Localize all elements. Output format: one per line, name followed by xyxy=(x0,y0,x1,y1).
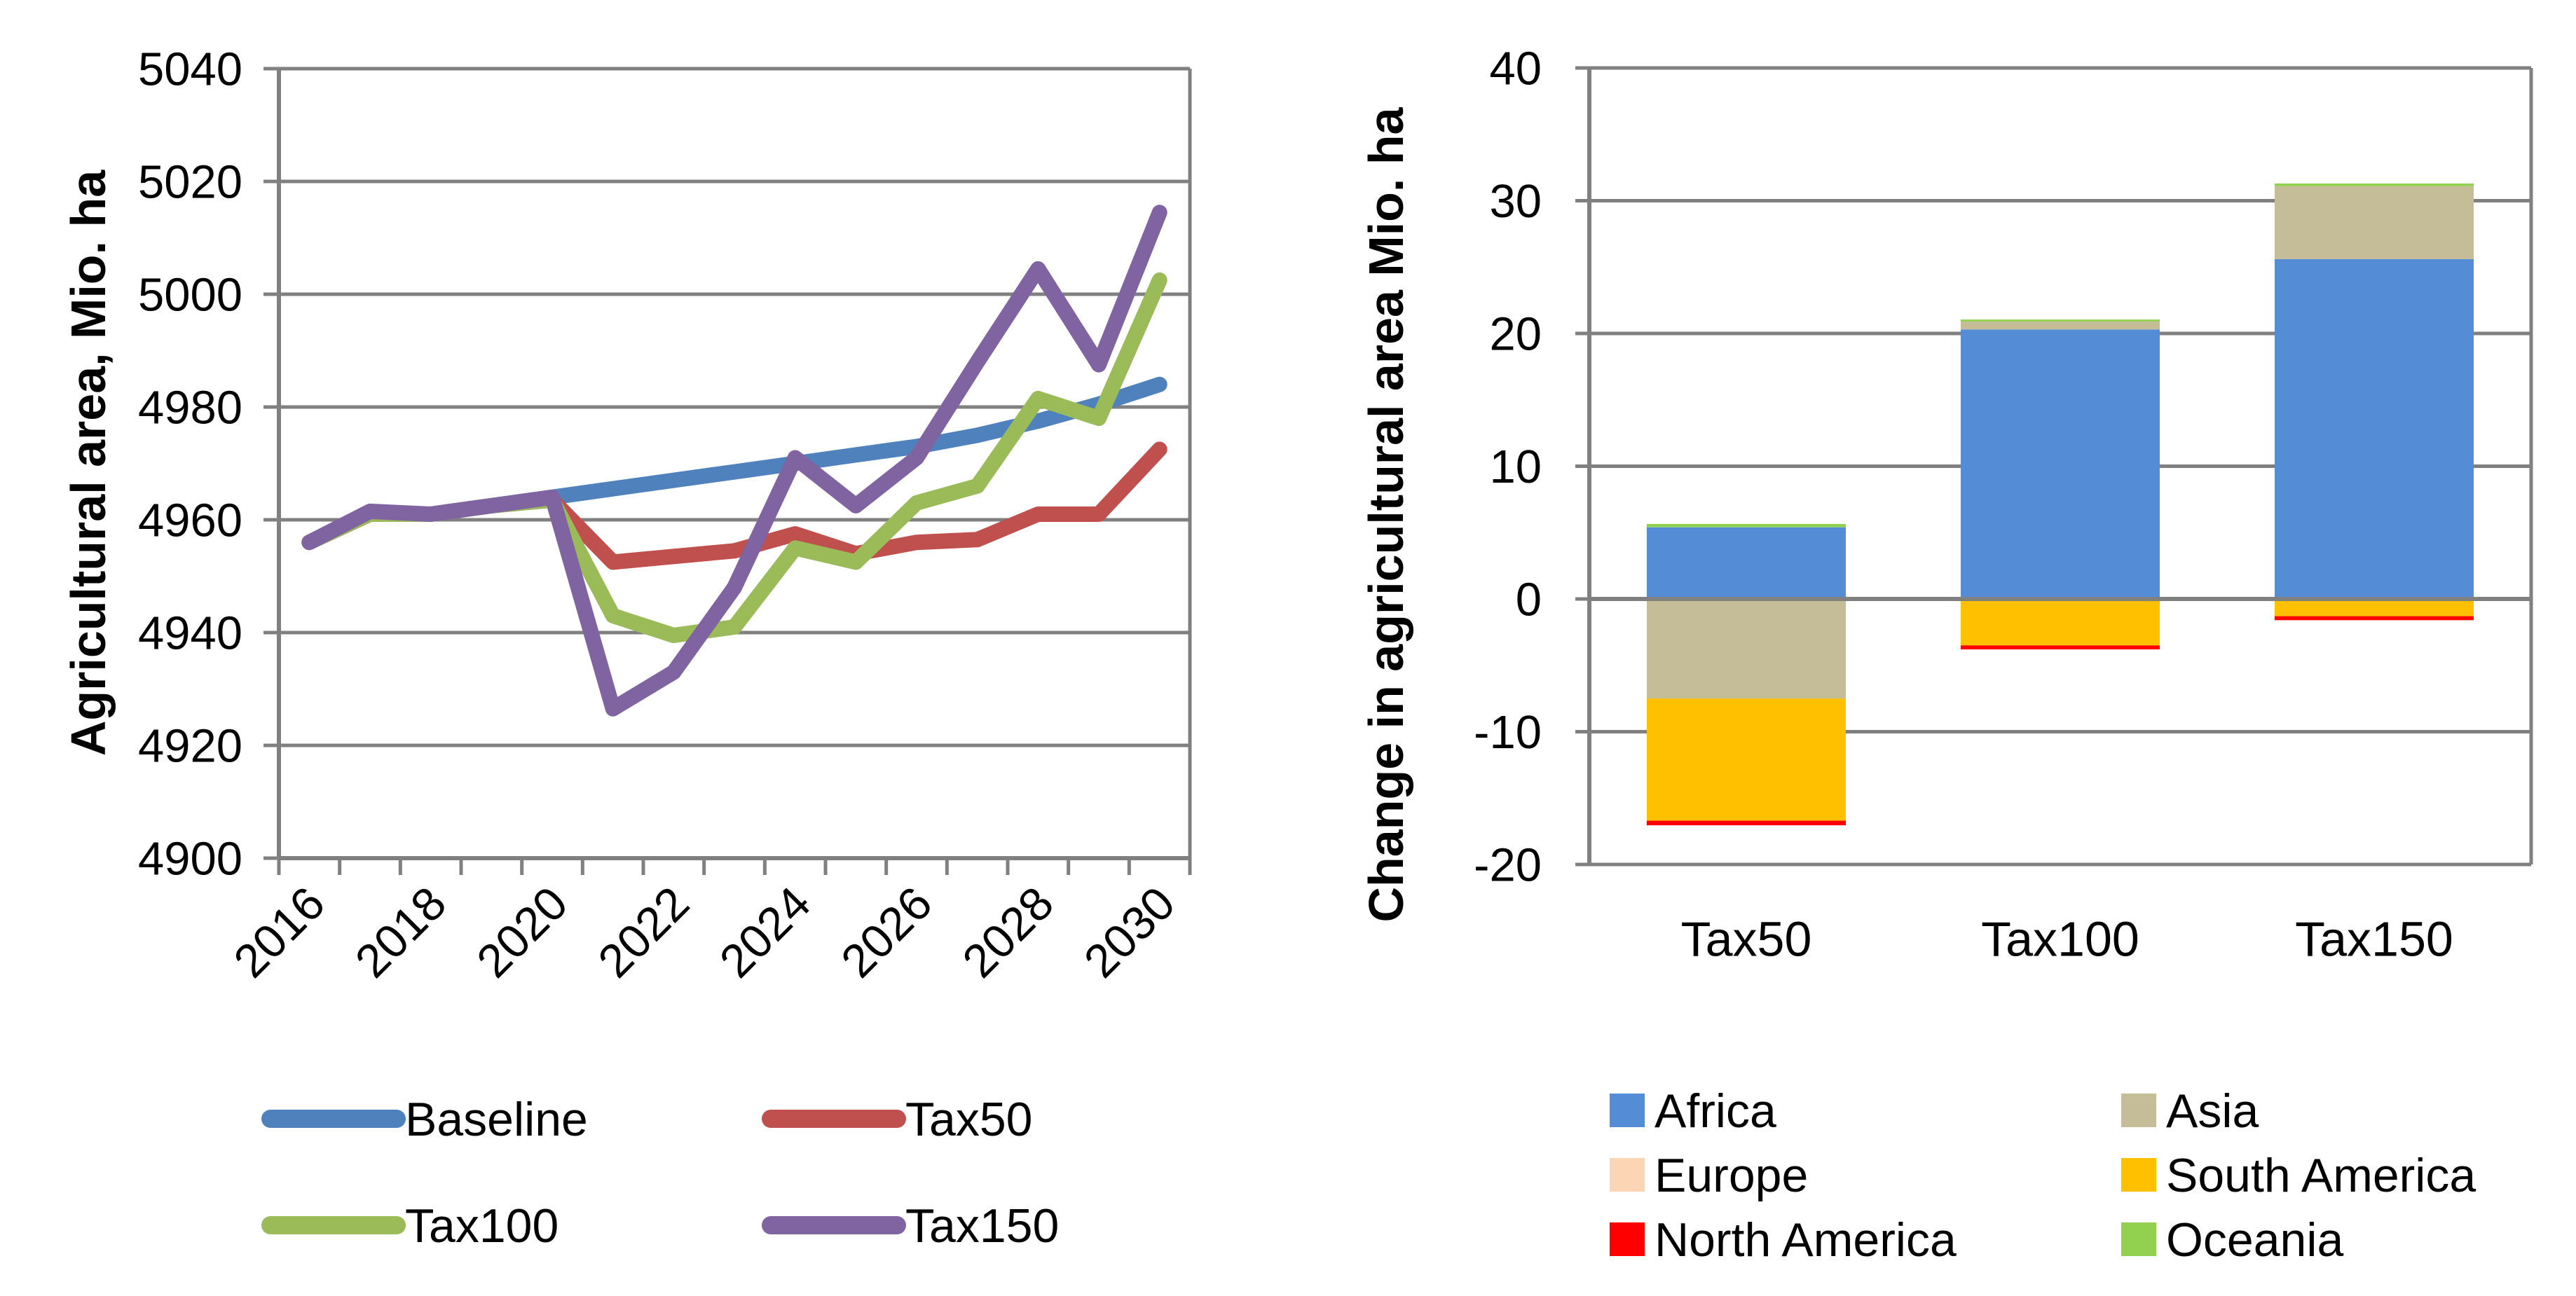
right-y-tick-label: -10 xyxy=(1474,706,1542,759)
legend-swatch-south-america xyxy=(2121,1158,2156,1192)
left-x-tick-label: 2016 xyxy=(224,877,335,988)
legend-label: Asia xyxy=(2166,1084,2259,1138)
left-y-tick-label: 5040 xyxy=(138,43,242,95)
left-y-tick-label: 4940 xyxy=(138,607,242,659)
left-y-tick-label: 5020 xyxy=(138,156,242,208)
left-y-tick-label: 4920 xyxy=(138,719,242,772)
bar-category-label: Tax150 xyxy=(2295,912,2453,967)
left-y-axis-title: Agricultural area, Mio. ha xyxy=(61,170,116,756)
bar-segment-south-america-tax50 xyxy=(1647,698,1846,821)
legend-label: Tax150 xyxy=(905,1199,1059,1253)
legend-item-africa: Africa xyxy=(1610,1084,1776,1138)
legend-label: Europe xyxy=(1654,1149,1808,1202)
left-x-tick-label: 2024 xyxy=(710,877,821,988)
bar-category-label: Tax50 xyxy=(1681,912,1812,967)
right-y-tick-label: 40 xyxy=(1489,42,1542,95)
bar-segment-asia-tax150 xyxy=(2275,186,2474,259)
right-y-tick-label: 20 xyxy=(1489,308,1542,360)
legend-item-tax150: Tax150 xyxy=(762,1199,1059,1253)
bar-segment-south-america-tax100 xyxy=(1961,599,2160,646)
legend-item-tax100: Tax100 xyxy=(261,1199,559,1253)
bar-segment-north-america-tax50 xyxy=(1647,820,1846,826)
legend-item-tax50: Tax50 xyxy=(762,1093,1032,1146)
right-y-tick-label: 0 xyxy=(1516,573,1542,626)
legend-label: North America xyxy=(1654,1213,1957,1267)
left-x-tick-label: 2018 xyxy=(345,877,456,988)
legend-item-south-america: South America xyxy=(2121,1149,2476,1202)
right-y-axis-title: Change in agricultural area Mio. ha xyxy=(1359,106,1413,922)
left-x-tick-label: 2028 xyxy=(953,877,1064,988)
legend-label: Baseline xyxy=(405,1093,588,1146)
legend-item-europe: Europe xyxy=(1610,1149,1808,1202)
legend-label: Africa xyxy=(1654,1084,1776,1138)
left-y-tick-label: 4900 xyxy=(138,832,242,885)
legend-swatch-asia xyxy=(2121,1094,2156,1127)
legend-swatch-oceania xyxy=(2121,1222,2156,1256)
legend-item-north-america: North America xyxy=(1610,1213,1957,1267)
bar-chart: 40 30 20 10 0 -10 -20 Tax50 Tax100 Tax150 Change i… xyxy=(1359,42,2533,1267)
legend-item-baseline: Baseline xyxy=(261,1093,588,1146)
bar-segment-north-america-tax150 xyxy=(2275,616,2474,621)
left-x-tick-label: 2020 xyxy=(467,877,577,988)
bar-segment-asia-tax50 xyxy=(1647,599,1846,699)
bar-segment-oceania-tax150 xyxy=(2275,183,2474,186)
legend-label: Tax50 xyxy=(905,1093,1032,1146)
bar-segment-north-america-tax100 xyxy=(1961,645,2160,649)
legend-swatch-europe xyxy=(1610,1158,1645,1192)
legend-label: South America xyxy=(2166,1149,2476,1202)
legend-label: Tax100 xyxy=(405,1199,559,1253)
bar-category-label: Tax100 xyxy=(1981,912,2139,967)
bar-segment-africa-tax150 xyxy=(2275,258,2474,599)
left-y-tick-label: 5000 xyxy=(138,268,242,321)
left-x-tick-label: 2022 xyxy=(589,877,699,988)
bar-segment-africa-tax100 xyxy=(1961,329,2160,599)
legend-swatch-africa xyxy=(1610,1094,1645,1127)
bar-segment-south-america-tax150 xyxy=(2275,599,2474,616)
bar-segment-oceania-tax100 xyxy=(1961,319,2160,322)
right-y-tick-label: 30 xyxy=(1489,175,1542,228)
left-x-tick-label: 2026 xyxy=(831,877,942,988)
legend-label: Oceania xyxy=(2166,1213,2343,1267)
legend-item-asia: Asia xyxy=(2121,1084,2259,1138)
bar-segment-asia-tax100 xyxy=(1961,321,2160,330)
legend-swatch-north-america xyxy=(1610,1222,1645,1256)
left-y-tick-label: 4980 xyxy=(138,381,242,434)
legend-item-oceania: Oceania xyxy=(2121,1213,2343,1267)
series-line-tax150 xyxy=(301,205,1167,717)
left-x-tick-label: 2030 xyxy=(1074,877,1185,988)
right-y-tick-label: -20 xyxy=(1474,839,1542,891)
bar-segment-oceania-tax50 xyxy=(1647,523,1846,528)
left-y-tick-label: 4960 xyxy=(138,494,242,546)
bar-segment-africa-tax50 xyxy=(1647,527,1846,599)
right-y-tick-label: 10 xyxy=(1489,441,1542,493)
